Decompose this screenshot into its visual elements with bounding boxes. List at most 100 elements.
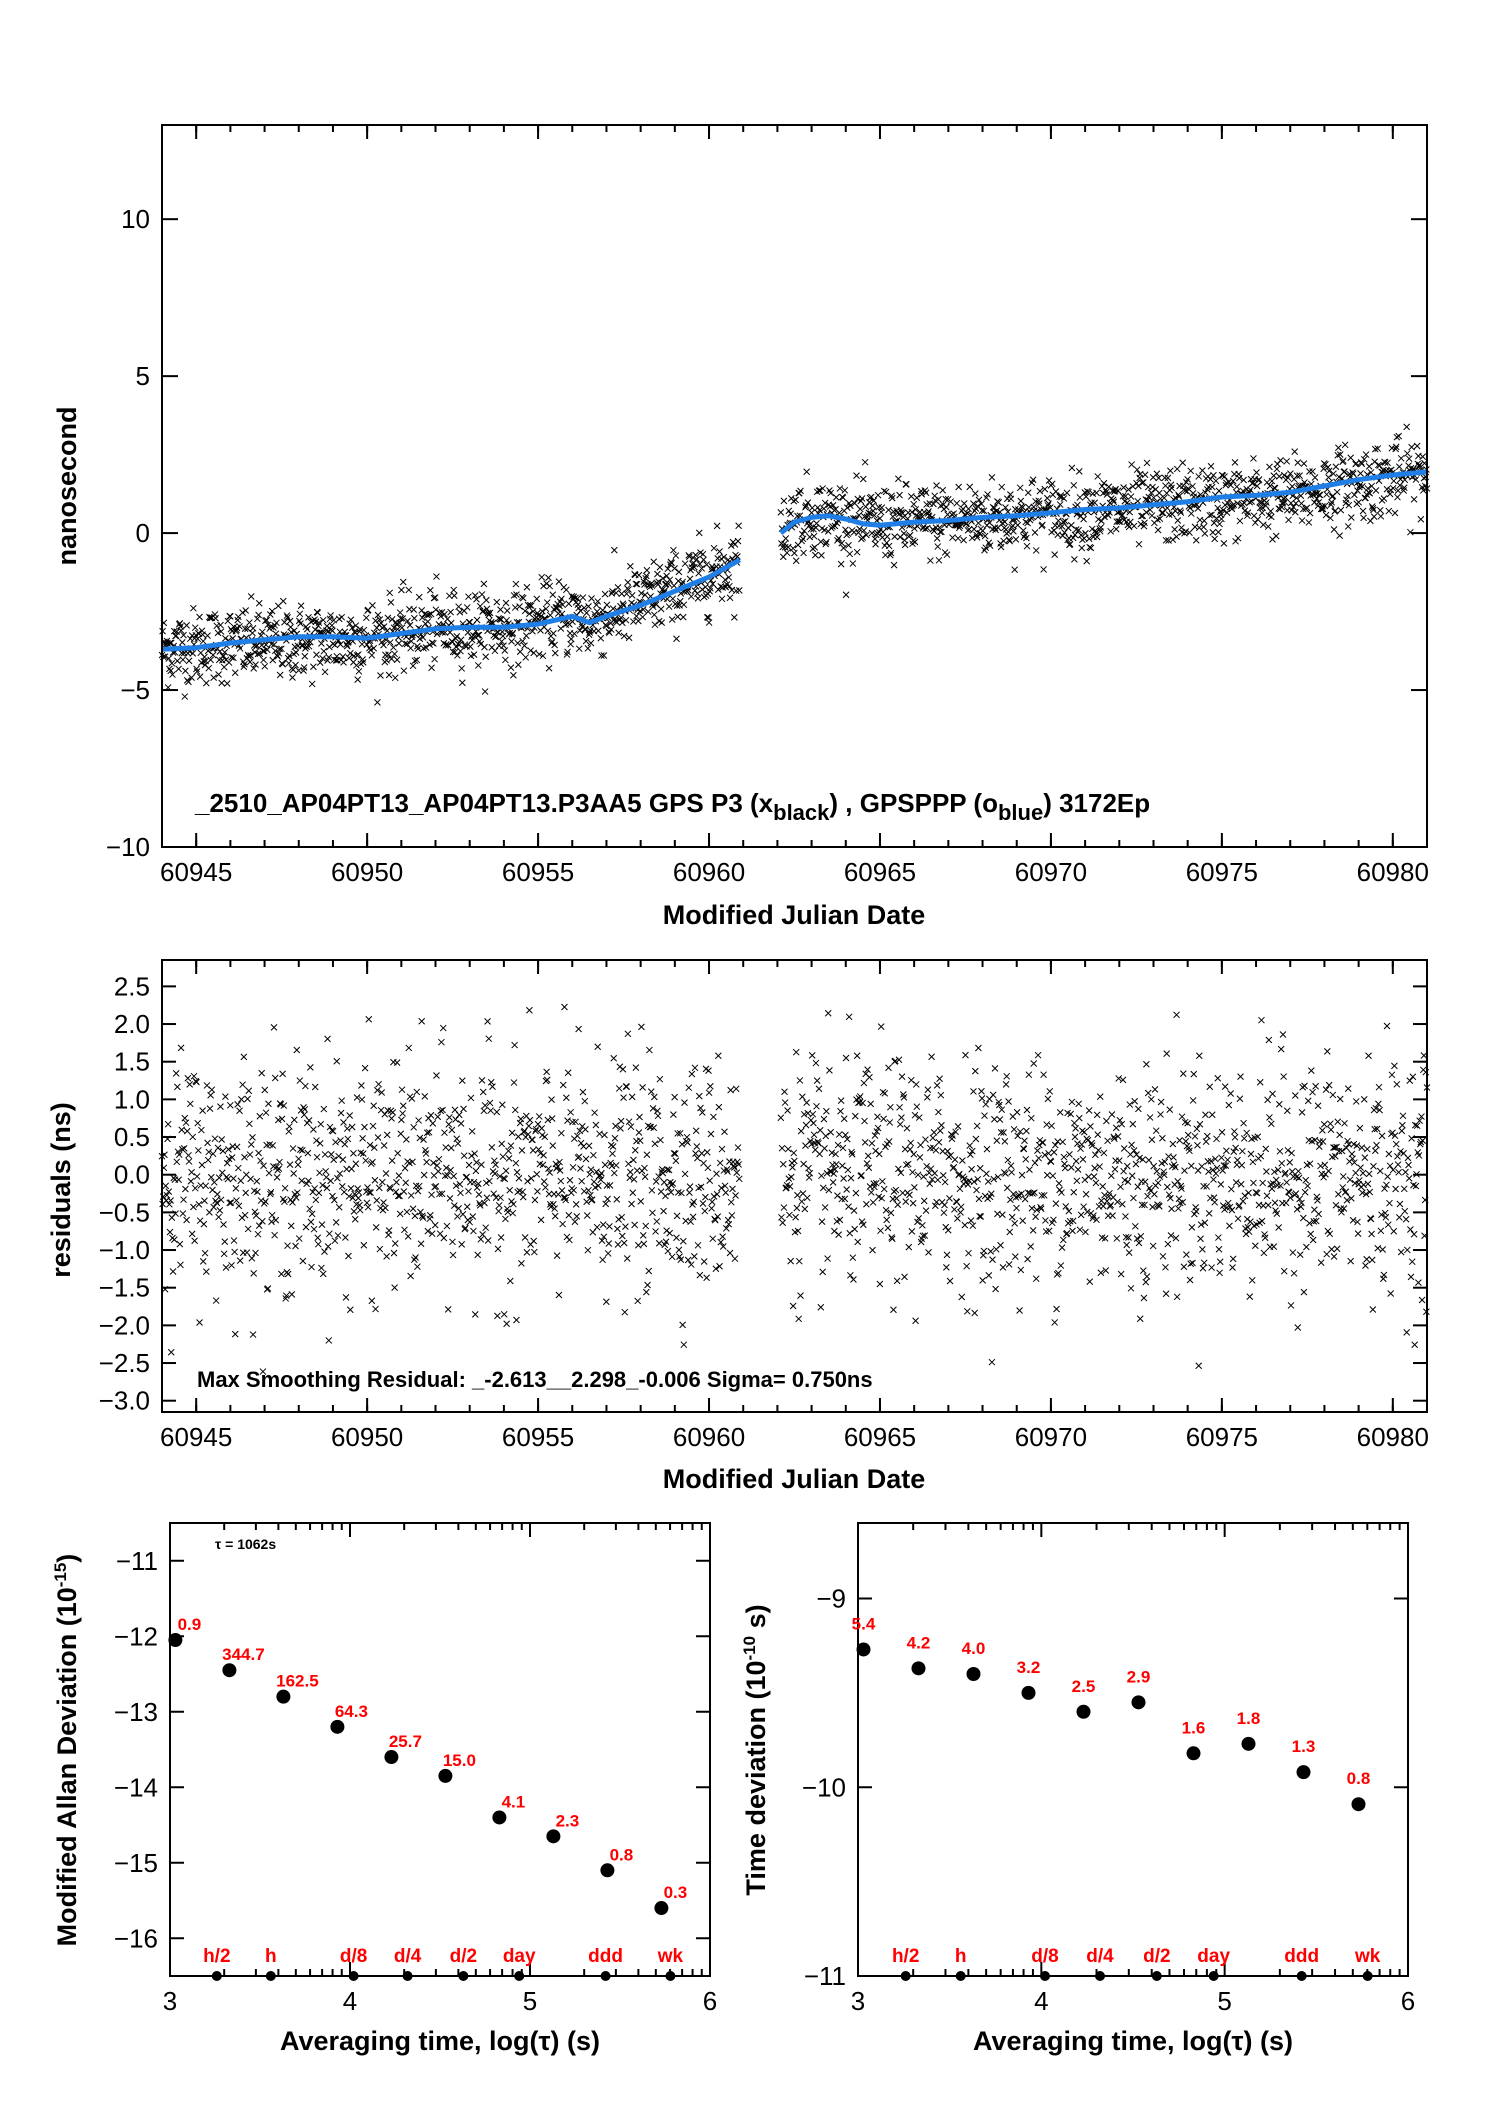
residual-point [896,1120,904,1128]
timeseries-point [679,613,687,621]
residual-point [383,1131,391,1139]
timeseries-point [215,671,222,678]
residual-point [1107,1172,1115,1180]
timeseries-point [1039,521,1046,529]
residual-point [200,1220,208,1228]
residual-point [816,1150,823,1158]
residual-point [317,1120,325,1128]
timeseries-point [1268,477,1276,485]
residual-point [1137,1232,1145,1240]
residual-point [178,1126,186,1134]
residual-point [380,1199,387,1206]
residual-point [1410,1230,1418,1238]
timeseries-point [700,556,707,564]
timeseries-point [1115,518,1123,525]
residual-point [1127,1284,1135,1292]
timeseries-point [1031,529,1039,536]
timeseries-point [597,634,605,642]
residual-point [1302,1176,1310,1184]
residual-point [1198,1162,1206,1170]
residual-point [286,1123,293,1130]
residual-point [1287,1302,1295,1309]
timeseries-point [982,544,990,552]
residual-point [403,1208,411,1216]
timeseries-point [618,590,626,598]
residual-point [1339,1173,1347,1180]
residual-point [348,1123,356,1131]
timeseries-point [730,614,738,621]
timeseries-point [822,540,830,548]
timeseries-point [466,643,474,650]
residual-point [305,1116,313,1124]
timeseries-point [890,561,898,569]
residual-point [601,1161,609,1169]
residual-point [594,1043,602,1051]
tdev-frame [857,1522,1409,1977]
residual-point [268,1218,275,1226]
residual-point [342,1294,350,1301]
residual-point [1008,1168,1015,1176]
residual-point [787,1173,795,1181]
residual-point [521,1234,529,1241]
timeseries-point [1272,532,1280,540]
timeseries-point [527,647,534,654]
residual-point [1157,1098,1165,1106]
residual-point [162,1182,170,1190]
residual-point [605,1240,613,1247]
timeseries-point [279,597,287,605]
timeseries-point [329,627,336,635]
timeseries-point [1240,499,1248,507]
timeseries-point [650,611,658,619]
residual-point [385,1227,393,1234]
timeseries-point [908,508,916,516]
timeseries-point [1330,470,1337,478]
timeseries-point [943,503,950,511]
timeseries-point [777,509,785,516]
timeseries-point [624,579,632,586]
timeseries-point [299,641,307,649]
residual-point [1151,1085,1159,1093]
timeseries-point [896,491,903,499]
residual-point [537,1216,545,1224]
timeseries-point [492,632,500,640]
timeseries-point [174,657,181,665]
residual-point [321,1151,329,1158]
timeseries-point [268,640,275,648]
residual-point [482,1224,490,1232]
timeseries-point [202,679,210,687]
residual-point [578,1177,586,1185]
timeseries-point [410,606,418,613]
residual-point [184,1074,192,1082]
timeseries-point [633,612,640,620]
residual-point [1224,1156,1231,1164]
timeseries-point [593,608,601,615]
residual-point [786,1211,793,1219]
residual-point [1204,1158,1212,1165]
residual-point [243,1249,251,1256]
residual-point [893,1195,900,1202]
residual-point [727,1198,735,1206]
residual-point [894,1201,902,1209]
residual-point [430,1159,437,1167]
mdev-y-title-end: ) [52,1554,82,1563]
residual-point [584,1246,592,1254]
deviation-point-label: 3.2 [1017,1658,1041,1677]
deviation-point [600,1863,615,1878]
residual-point [1132,1160,1140,1168]
timeseries-point [271,647,279,655]
timeseries-point [241,660,248,668]
residual-point [441,1129,448,1137]
timeseries-point [1384,459,1391,467]
residual-point [884,1224,892,1232]
timeseries-point [209,651,217,659]
timeseries-point [297,620,304,627]
deviation-point [966,1667,981,1681]
residual-point [610,1054,618,1062]
residual-point [858,1171,865,1179]
residual-point [1403,1246,1411,1254]
residual-point [571,1218,579,1226]
residual-point [265,1169,273,1177]
timeseries-point [648,582,656,590]
residual-point [1047,1158,1055,1166]
residual-point [585,1142,593,1150]
